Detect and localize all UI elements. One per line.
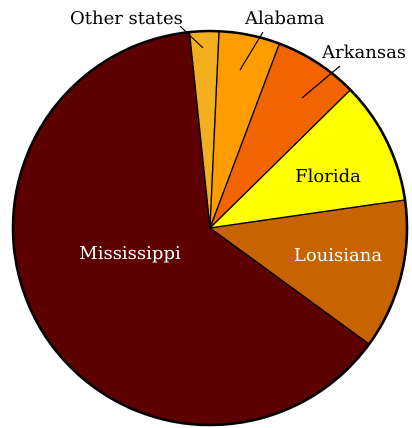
- slice-label-alabama: Alabama: [244, 8, 325, 29]
- pie-slices: [12, 30, 408, 426]
- slice-label-mississippi: Mississippi: [79, 243, 181, 264]
- slice-label-other-states: Other states: [70, 8, 183, 29]
- leader-line-other-states: [179, 25, 204, 49]
- slice-label-louisiana: Louisiana: [294, 245, 382, 266]
- leader-line-arkansas: [301, 65, 341, 99]
- pie-outline: [11, 29, 409, 427]
- slice-label-arkansas: Arkansas: [321, 42, 406, 63]
- leader-line-alabama: [239, 31, 264, 71]
- slice-label-florida: Florida: [295, 166, 361, 187]
